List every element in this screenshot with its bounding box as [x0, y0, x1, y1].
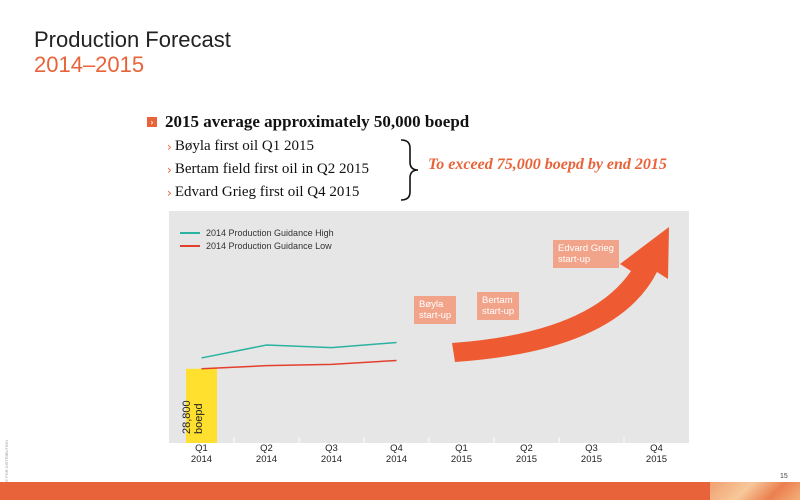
series-line-high — [201, 341, 397, 359]
page-title: Production Forecast — [34, 27, 231, 52]
series-line-low — [201, 359, 397, 370]
sub-bullet-text: Bøyla first oil Q1 2015 — [174, 138, 314, 154]
annotation-bertam: Bertam start-up — [477, 292, 520, 320]
x-tick-label: Q3 2015 — [580, 443, 603, 465]
bullet-arrow-icon: › — [147, 117, 157, 127]
bar-q1-2014 — [186, 368, 217, 443]
sub-bullet-text: Edvard Grieg first oil Q4 2015 — [174, 184, 360, 200]
footer-bar — [0, 482, 800, 500]
page-subtitle: 2014–2015 — [34, 52, 145, 77]
legend-item: 2014 Production Guidance Low — [180, 241, 334, 251]
legend-label: 2014 Production Guidance Low — [206, 241, 332, 251]
x-tick-label: Q1 2014 — [190, 443, 213, 465]
chevron-right-icon: › — [167, 139, 172, 154]
sub-bullet: › Bøyla first oil Q1 2015 — [167, 138, 469, 155]
chevron-right-icon: › — [167, 185, 172, 200]
page-number: 15 — [780, 473, 788, 480]
main-bullet-text: 2015 average approximately 50,000 boepd — [165, 112, 470, 131]
legend-item: 2014 Production Guidance High — [180, 228, 334, 238]
footer-pattern — [710, 482, 800, 500]
side-note: NOT FOR DISTRIBUTION — [4, 440, 9, 488]
sub-bullet: › Edvard Grieg first oil Q4 2015 — [167, 184, 469, 201]
legend-label: 2014 Production Guidance High — [206, 228, 334, 238]
legend-swatch — [180, 245, 200, 247]
x-tick-label: Q4 2015 — [645, 443, 668, 465]
x-tick-label: Q1 2015 — [450, 443, 473, 465]
growth-arrow — [452, 227, 669, 362]
sub-bullet: › Bertam field first oil in Q2 2015 — [167, 161, 469, 178]
brace-icon — [400, 139, 419, 201]
sub-bullet-text: Bertam field first oil in Q2 2015 — [174, 161, 369, 177]
x-tick-label: Q2 2015 — [515, 443, 538, 465]
legend-swatch — [180, 232, 200, 234]
annotation-edvard-grieg: Edvard Grieg start-up — [553, 240, 619, 268]
chevron-right-icon: › — [167, 162, 172, 177]
x-tick-label: Q4 2014 — [385, 443, 408, 465]
x-tick-label: Q3 2014 — [320, 443, 343, 465]
annotation-boyla: Bøyla start-up — [414, 296, 457, 324]
chart-legend: 2014 Production Guidance High 2014 Produ… — [180, 228, 334, 254]
x-tick-label: Q2 2014 — [255, 443, 278, 465]
forecast-summary: To exceed 75,000 boepd by end 2015 — [428, 156, 667, 173]
bar-value-label: 28,800 boepd — [181, 400, 205, 434]
bullet-list: › 2015 average approximately 50,000 boep… — [147, 112, 469, 201]
x-axis-labels: Q1 2014 Q2 2014 Q3 2014 Q4 2014 Q1 2015 Q2 2015 Q3 20… — [169, 443, 689, 473]
main-bullet: › 2015 average approximately 50,000 boep… — [147, 112, 469, 132]
